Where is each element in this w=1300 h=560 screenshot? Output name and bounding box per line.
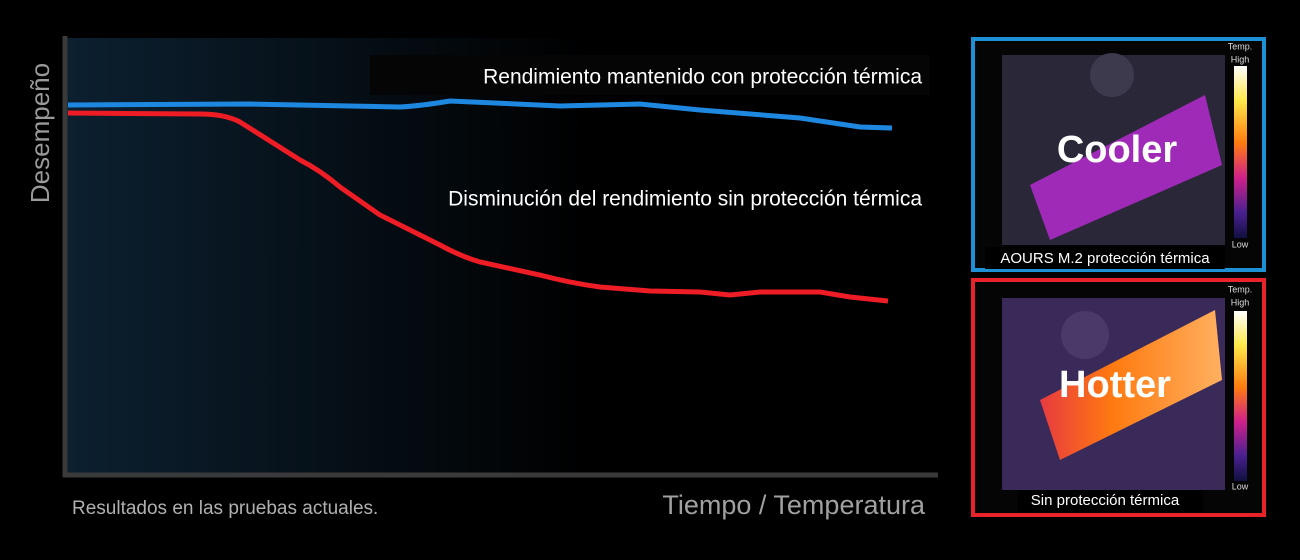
panel-heading: Cooler (1057, 129, 1178, 171)
thermal-hotspot (1040, 310, 1222, 460)
x-axis-label: Tiempo / Temperatura (662, 490, 926, 520)
y-axis-label: Desempeño (25, 63, 55, 203)
scale-high: High (1231, 54, 1250, 64)
scale-low: Low (1232, 239, 1249, 249)
note: Resultados en las pruebas actuales. (72, 498, 378, 519)
unprotected-line (67, 110, 889, 304)
thermal-detail (1061, 311, 1109, 359)
panel-heading: Hotter (1059, 364, 1171, 406)
cooler-panel: Cooler Temp. High Low AOURS M.2 protecci… (971, 37, 1266, 272)
caption-bg (985, 247, 1225, 269)
thermal-detail (1090, 53, 1134, 97)
scale-title: Temp. (1228, 41, 1253, 51)
color-scale (1234, 311, 1247, 481)
annotation-bg (370, 55, 930, 95)
panel-caption: AOURS M.2 protección térmica (1000, 250, 1210, 267)
plot-background (65, 38, 938, 475)
hotter-panel: Hotter Temp. High Low Sin protección tér… (971, 278, 1266, 517)
annotation: Rendimiento mantenido con protección tér… (483, 66, 922, 89)
caption-bg (1018, 490, 1203, 512)
protected-line (67, 98, 893, 131)
scale-low: Low (1232, 481, 1249, 491)
panel-caption: Sin protección térmica (1031, 492, 1180, 509)
scale-high: High (1231, 297, 1250, 307)
color-scale (1234, 66, 1247, 238)
scale-title: Temp. (1228, 284, 1253, 294)
thermal-hotspot (1030, 95, 1222, 240)
annotation: Disminución del rendimiento sin protecci… (448, 188, 922, 211)
